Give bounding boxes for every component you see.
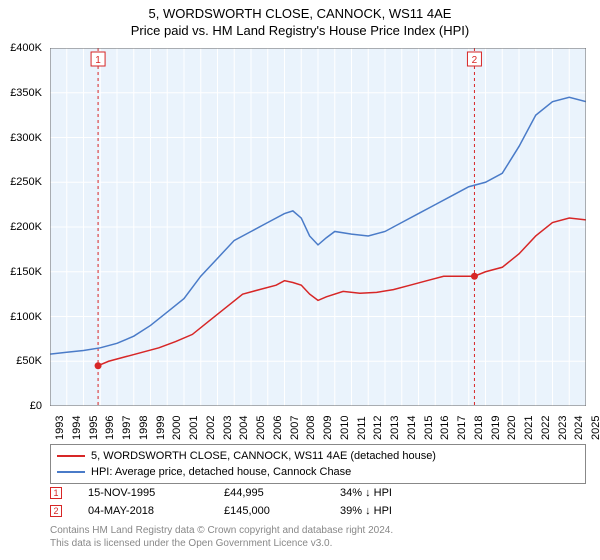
x-axis: 1993 1994 1995 1996 1997 1998 1999 2000 2001 2002… bbox=[50, 408, 586, 448]
x-tick-label: 2004 bbox=[238, 416, 250, 440]
transaction-marker-box: 2 bbox=[50, 505, 62, 517]
chart-container: 5, WORDSWORTH CLOSE, CANNOCK, WS11 4AE P… bbox=[0, 0, 600, 560]
x-tick-label: 2007 bbox=[289, 416, 301, 440]
transaction-row: 1 15-NOV-1995 £44,995 34% ↓ HPI bbox=[50, 484, 586, 502]
y-tick-label: £350K bbox=[10, 87, 42, 99]
x-tick-label: 2001 bbox=[188, 416, 200, 440]
x-tick-label: 1996 bbox=[104, 416, 116, 440]
legend-swatch bbox=[57, 455, 85, 457]
x-tick-label: 2016 bbox=[439, 416, 451, 440]
y-tick-label: £250K bbox=[10, 176, 42, 188]
plot-area: 12 bbox=[50, 48, 586, 406]
x-tick-label: 1997 bbox=[121, 416, 133, 440]
transaction-date: 15-NOV-1995 bbox=[88, 487, 198, 499]
footer-line-1: Contains HM Land Registry data © Crown c… bbox=[50, 524, 586, 537]
x-tick-label: 2013 bbox=[389, 416, 401, 440]
chart-title: 5, WORDSWORTH CLOSE, CANNOCK, WS11 4AE bbox=[0, 0, 600, 21]
x-tick-label: 2014 bbox=[406, 416, 418, 440]
x-tick-label: 2018 bbox=[473, 416, 485, 440]
transactions-table: 1 15-NOV-1995 £44,995 34% ↓ HPI 2 04-MAY-2018… bbox=[50, 484, 586, 520]
footer-attribution: Contains HM Land Registry data © Crown c… bbox=[50, 524, 586, 550]
x-tick-label: 2006 bbox=[272, 416, 284, 440]
y-tick-label: £100K bbox=[10, 311, 42, 323]
x-tick-label: 2011 bbox=[356, 416, 368, 440]
x-tick-label: 2015 bbox=[423, 416, 435, 440]
x-tick-label: 2024 bbox=[573, 416, 585, 440]
y-tick-label: £200K bbox=[10, 221, 42, 233]
x-tick-label: 2010 bbox=[339, 416, 351, 440]
legend-label: 5, WORDSWORTH CLOSE, CANNOCK, WS11 4AE (… bbox=[91, 450, 436, 462]
transaction-price: £44,995 bbox=[224, 487, 314, 499]
x-tick-label: 2019 bbox=[490, 416, 502, 440]
chart-subtitle: Price paid vs. HM Land Registry's House … bbox=[0, 21, 600, 38]
svg-text:1: 1 bbox=[95, 55, 101, 66]
svg-text:2: 2 bbox=[472, 55, 478, 66]
y-tick-label: £300K bbox=[10, 132, 42, 144]
y-tick-label: £150K bbox=[10, 266, 42, 278]
transaction-marker-box: 1 bbox=[50, 487, 62, 499]
x-tick-label: 1993 bbox=[54, 416, 66, 440]
x-tick-label: 2012 bbox=[372, 416, 384, 440]
transaction-delta: 39% ↓ HPI bbox=[340, 505, 392, 517]
y-axis: £0£50K£100K£150K£200K£250K£300K£350K£400… bbox=[0, 48, 46, 406]
x-tick-label: 1998 bbox=[138, 416, 150, 440]
legend-label: HPI: Average price, detached house, Cann… bbox=[91, 466, 351, 478]
transaction-date: 04-MAY-2018 bbox=[88, 505, 198, 517]
x-tick-label: 2017 bbox=[456, 416, 468, 440]
legend-swatch bbox=[57, 471, 85, 473]
legend: 5, WORDSWORTH CLOSE, CANNOCK, WS11 4AE (… bbox=[50, 444, 586, 484]
x-tick-label: 2023 bbox=[557, 416, 569, 440]
y-tick-label: £0 bbox=[30, 400, 42, 412]
x-tick-label: 2005 bbox=[255, 416, 267, 440]
x-tick-label: 1994 bbox=[71, 416, 83, 440]
legend-row: HPI: Average price, detached house, Cann… bbox=[57, 464, 579, 480]
x-tick-label: 2008 bbox=[305, 416, 317, 440]
x-tick-label: 2009 bbox=[322, 416, 334, 440]
y-tick-label: £50K bbox=[16, 355, 42, 367]
transaction-row: 2 04-MAY-2018 £145,000 39% ↓ HPI bbox=[50, 502, 586, 520]
x-tick-label: 2022 bbox=[540, 416, 552, 440]
x-tick-label: 2002 bbox=[205, 416, 217, 440]
x-tick-label: 2003 bbox=[222, 416, 234, 440]
x-tick-label: 1995 bbox=[88, 416, 100, 440]
x-tick-label: 2000 bbox=[171, 416, 183, 440]
y-tick-label: £400K bbox=[10, 42, 42, 54]
footer-line-2: This data is licensed under the Open Gov… bbox=[50, 537, 586, 550]
x-tick-label: 1999 bbox=[155, 416, 167, 440]
x-tick-label: 2021 bbox=[523, 416, 535, 440]
transaction-delta: 34% ↓ HPI bbox=[340, 487, 392, 499]
legend-row: 5, WORDSWORTH CLOSE, CANNOCK, WS11 4AE (… bbox=[57, 448, 579, 464]
x-tick-label: 2025 bbox=[590, 416, 600, 440]
transaction-price: £145,000 bbox=[224, 505, 314, 517]
x-tick-label: 2020 bbox=[506, 416, 518, 440]
chart-svg: 12 bbox=[50, 48, 586, 406]
